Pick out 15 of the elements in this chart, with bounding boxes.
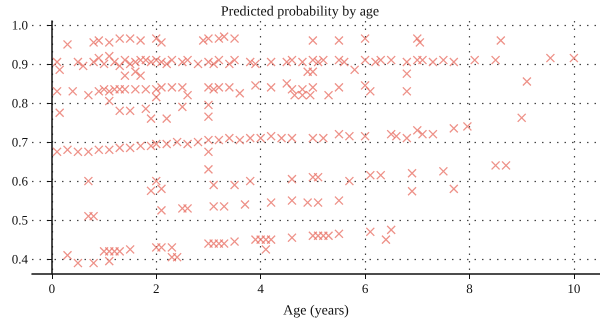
x-axis-title: Age (years) <box>283 304 350 318</box>
y-tick-label: 0.4 <box>12 252 28 267</box>
x-tick-label: 10 <box>567 281 580 296</box>
y-tick-label: 0.6 <box>12 174 28 189</box>
y-tick-label: 0.9 <box>12 56 28 72</box>
y-tick-label: 0.7 <box>12 134 28 150</box>
x-tick-label: 6 <box>362 281 369 296</box>
x-tick-label: 2 <box>153 281 160 296</box>
y-tick-label: 1.0 <box>12 17 28 32</box>
x-tick-label: 4 <box>257 281 264 296</box>
chart-title: Predicted probability by age <box>220 4 380 20</box>
x-tick-label: 0 <box>48 281 56 296</box>
y-tick-label: 0.8 <box>12 95 28 110</box>
y-tick-label: 0.5 <box>12 212 28 228</box>
x-tick-label: 8 <box>466 281 473 296</box>
